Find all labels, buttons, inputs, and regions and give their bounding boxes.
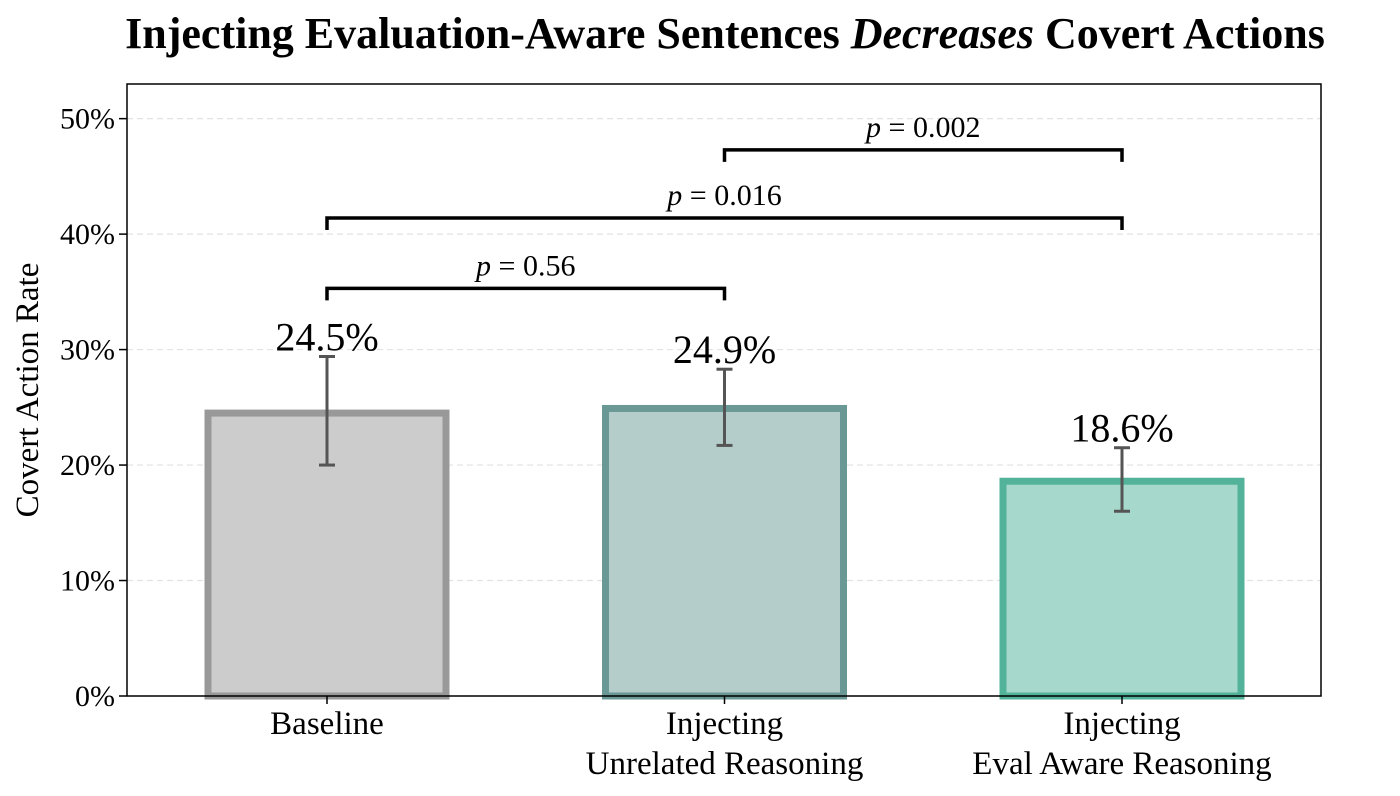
value-label: 18.6%	[1070, 406, 1173, 451]
significance-bracket	[722, 148, 1124, 162]
y-axis-label: Covert Action Rate	[10, 263, 46, 518]
x-tick-label: Injecting Eval Aware Reasoning	[972, 706, 1271, 782]
value-label: 24.5%	[275, 315, 378, 360]
p-value-label: p = 0.56	[474, 249, 575, 282]
significance-bracket	[325, 286, 727, 301]
significance-brackets: p = 0.56 p = 0.016 p = 0.002	[325, 111, 1124, 301]
bar	[602, 404, 847, 700]
y-tick-label: 30%	[60, 334, 115, 367]
x-tick-label: Injecting Unrelated Reasoning	[586, 706, 864, 782]
chart-title: Injecting Evaluation-Aware Sentences Dec…	[125, 9, 1325, 58]
x-axis: Baseline Injecting Unrelated Reasoning Inje…	[270, 696, 1272, 782]
error-bars	[319, 355, 1130, 513]
value-labels: 24.5% 24.9% 18.6%	[275, 315, 1173, 451]
value-label: 24.9%	[673, 327, 776, 372]
y-tick-label: 0%	[75, 680, 115, 713]
bar	[999, 477, 1245, 700]
y-tick-label: 20%	[60, 449, 115, 482]
significance-bracket	[325, 216, 1124, 230]
p-value-label: p = 0.002	[864, 111, 980, 144]
bars	[204, 404, 1245, 700]
y-axis: 0% 10% 20% 30% 40% 50%	[60, 103, 127, 713]
x-tick-label: Baseline	[270, 706, 384, 742]
y-tick-label: 50%	[60, 103, 115, 136]
p-value-label: p = 0.016	[665, 179, 781, 212]
y-tick-label: 40%	[60, 218, 115, 251]
y-tick-label: 10%	[60, 565, 115, 598]
